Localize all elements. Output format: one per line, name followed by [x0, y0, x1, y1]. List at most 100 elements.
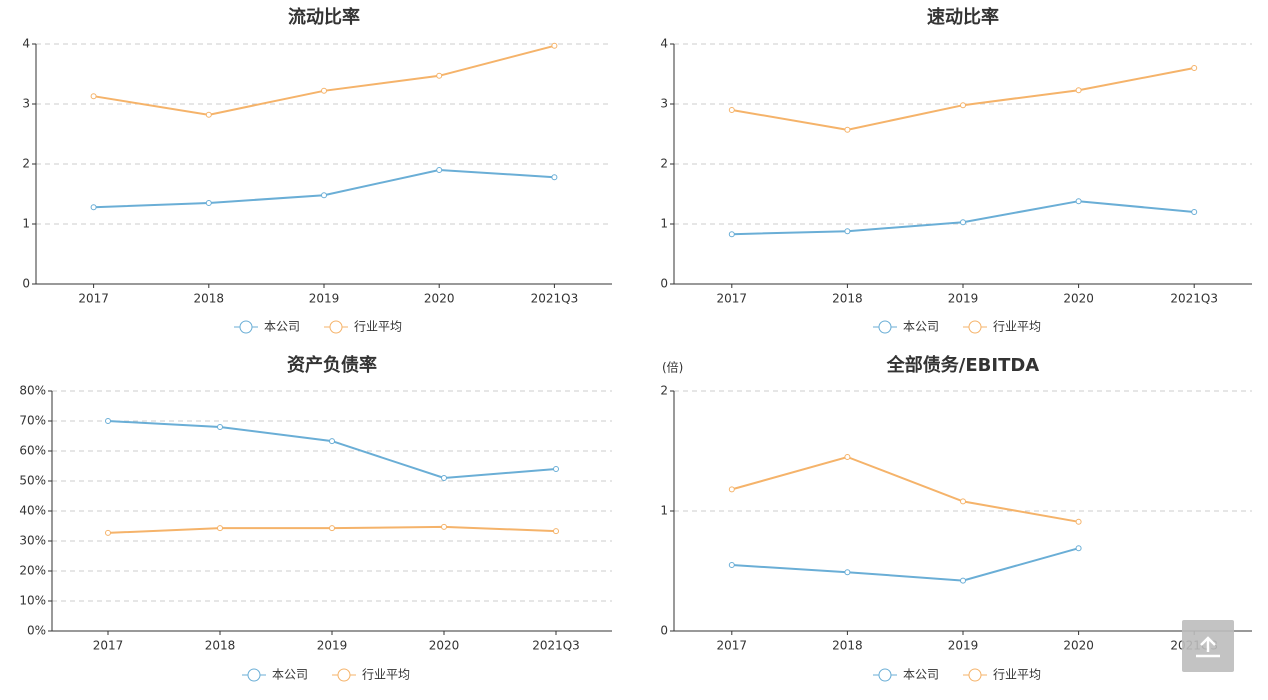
y-tick-label: 0: [660, 277, 668, 291]
data-point: [321, 87, 327, 94]
y-tick-label: 10%: [19, 594, 46, 608]
data-point: [844, 126, 851, 133]
legend-marker: [337, 668, 351, 682]
legend-label: 本公司: [903, 668, 939, 682]
x-tick-label: 2021Q3: [532, 639, 580, 653]
data-point: [844, 569, 851, 576]
data-point: [553, 466, 559, 472]
data-point: [321, 192, 327, 199]
y-tick-label: 60%: [19, 444, 46, 458]
y-tick-label: 40%: [19, 504, 46, 518]
data-point: [1075, 87, 1082, 94]
data-point: [960, 102, 966, 109]
data-point: [1075, 518, 1082, 525]
series-line: [731, 200, 1195, 236]
arrow-icon[interactable]: [1196, 636, 1220, 658]
y-tick-label: 3: [660, 97, 668, 111]
data-point: [728, 231, 735, 238]
data-point: [728, 562, 735, 568]
chart: 全部债务/EBITDA(倍)01220172018201920202021Q3本…: [660, 354, 1252, 682]
y-tick-label: 0: [660, 624, 668, 638]
data-point: [844, 454, 851, 460]
data-point: [217, 525, 223, 532]
x-tick-label: 2018: [205, 639, 236, 653]
data-point: [105, 418, 111, 424]
y-axis-label: (倍): [662, 360, 683, 375]
x-tick-label: 2019: [309, 292, 340, 306]
chart: 资产负债率 0% 10% 20% 30% 40% 50% 60% 70% 80% 2017 2018 2…: [19, 354, 612, 682]
y-tick-label: 80%: [19, 384, 46, 398]
series-line: [731, 455, 1079, 523]
data-point: [205, 111, 212, 118]
x-tick-label: 2018: [832, 292, 863, 306]
x-tick-label: 2020: [1063, 639, 1094, 653]
series-line: [93, 168, 555, 209]
x-tick-label: 2018: [194, 292, 225, 306]
series-line: [731, 547, 1079, 582]
data-point: [728, 107, 735, 113]
legend-marker: [878, 320, 892, 334]
x-tick-label: 2020: [1063, 292, 1094, 306]
data-point: [553, 528, 559, 535]
legend-marker: [329, 320, 343, 334]
y-tick-label: 2: [660, 384, 668, 398]
x-tick-label: 2018: [832, 639, 863, 653]
data-point: [1075, 198, 1082, 205]
legend-marker: [968, 668, 982, 682]
series-line: [731, 67, 1195, 131]
x-tick-label: 2019: [317, 639, 348, 653]
legend-label: 行业平均: [362, 668, 410, 682]
x-tick-label: 2017: [78, 292, 109, 306]
legend-label: 行业平均: [993, 668, 1041, 682]
x-tick-label: 2017: [93, 639, 124, 653]
data-point: [105, 529, 111, 536]
chart-title: 资产负债率: [287, 354, 377, 376]
y-tick-label: 1: [660, 504, 668, 518]
y-tick-label: 1: [660, 217, 668, 231]
series-line: [107, 420, 557, 480]
y-tick-label: 20%: [19, 564, 46, 578]
y-tick-label: 3: [22, 97, 30, 111]
chart: 流动比率 0 1 2 3 4 2017 2018 2019 2020 2021Q3 本公司 行业平均: [22, 6, 612, 334]
data-point: [1075, 545, 1082, 552]
data-point: [960, 577, 966, 584]
data-point: [217, 424, 223, 430]
data-point: [960, 219, 966, 226]
chart-title: 全部债务/EBITDA: [886, 354, 1040, 376]
y-tick-label: 2: [22, 157, 30, 171]
x-tick-label: 2020: [429, 639, 460, 653]
data-point: [441, 523, 447, 530]
y-tick-label: 2: [660, 157, 668, 171]
x-tick-label: 2020: [424, 292, 455, 306]
data-point: [90, 204, 97, 211]
y-tick-label: 0%: [27, 624, 46, 638]
legend-marker: [247, 668, 261, 682]
data-point: [551, 42, 558, 49]
scroll-top-button[interactable]: [1182, 620, 1234, 672]
data-point: [90, 93, 97, 100]
chart: 速动比率 0 1 2 3 4 2017 2018 2019 2020 2021Q3 本公司 行业平均: [660, 6, 1252, 334]
data-point: [329, 438, 335, 445]
data-point: [551, 174, 558, 181]
x-tick-label: 2019: [948, 639, 979, 653]
legend-label: 本公司: [903, 320, 939, 334]
y-tick-label: 70%: [19, 414, 46, 428]
chart-title: 速动比率: [927, 6, 999, 28]
y-tick-label: 1: [22, 217, 30, 231]
legend-marker: [239, 320, 253, 334]
y-tick-label: 0: [22, 277, 30, 291]
y-tick-label: 4: [22, 37, 30, 51]
data-point: [436, 72, 443, 79]
data-point: [728, 486, 735, 493]
data-point: [1191, 209, 1198, 215]
legend-label: 行业平均: [993, 320, 1041, 334]
chart-title: 流动比率: [288, 6, 360, 28]
legend-marker: [878, 668, 892, 682]
legend-marker: [968, 320, 982, 334]
x-tick-label: 2019: [948, 292, 979, 306]
x-tick-label: 2017: [717, 292, 748, 306]
x-tick-label: 2021Q3: [531, 292, 579, 306]
y-tick-label: 4: [660, 37, 668, 51]
legend-label: 本公司: [272, 668, 308, 682]
